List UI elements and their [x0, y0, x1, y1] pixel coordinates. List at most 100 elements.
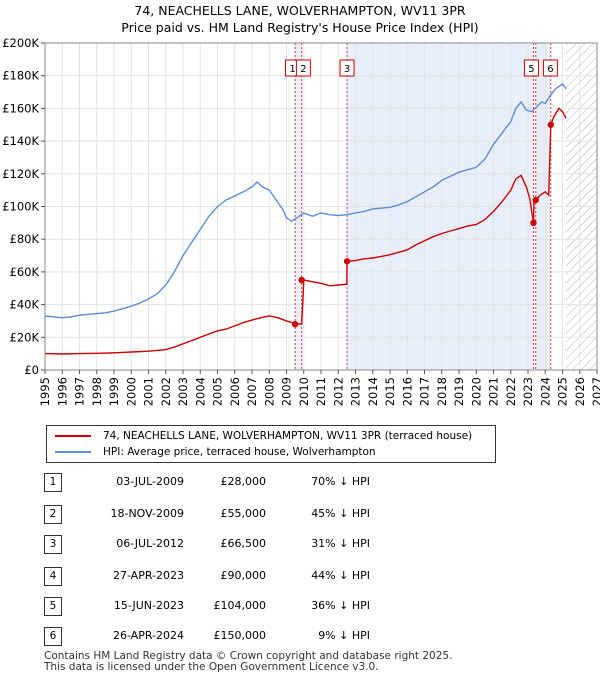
- row-number: 1: [44, 473, 62, 492]
- x-tick-label: 2002: [159, 377, 173, 406]
- x-tick-label: 2010: [297, 377, 311, 406]
- row-hpi: 44% ↓ HPI: [311, 569, 370, 582]
- row-number: 6: [44, 627, 62, 646]
- legend-label-price: 74, NEACHELLS LANE, WOLVERHAMPTON, WV11 …: [103, 430, 473, 442]
- footer-license: This data is licensed under the Open Gov…: [44, 661, 379, 673]
- x-tick-label: 1998: [90, 377, 104, 406]
- x-tick-label: 2005: [211, 377, 225, 406]
- marker-box: [295, 59, 311, 77]
- x-tick-label: 2011: [314, 377, 328, 406]
- y-tick-label: £20K: [10, 330, 40, 344]
- legend: 74, NEACHELLS LANE, WOLVERHAMPTON, WV11 …: [46, 425, 496, 463]
- row-hpi: 70% ↓ HPI: [311, 475, 370, 488]
- x-tick-label: 2009: [280, 377, 294, 406]
- legend-label-hpi: HPI: Average price, terraced house, Wolv…: [103, 446, 376, 458]
- row-price: £55,000: [220, 507, 267, 520]
- x-tick-label: 2027: [590, 377, 600, 406]
- sale-point: [343, 258, 351, 265]
- title-line-2: Price paid vs. HM Land Registry's House …: [121, 20, 479, 35]
- y-tick-label: £120K: [2, 167, 39, 181]
- x-tick-label: 2015: [383, 377, 397, 406]
- x-tick-label: 2013: [349, 377, 363, 406]
- y-tick-label: £140K: [2, 134, 39, 148]
- y-tick-label: £40K: [10, 298, 40, 312]
- x-tick-label: 2008: [262, 377, 276, 406]
- row-number: 5: [44, 597, 62, 616]
- row-date: 27-APR-2023: [112, 569, 184, 582]
- x-tick-label: 2019: [452, 377, 466, 406]
- row-date: 06-JUL-2012: [116, 537, 184, 550]
- x-tick-label: 2003: [176, 377, 190, 406]
- row-date: 03-JUL-2009: [116, 475, 184, 488]
- sale-point: [547, 121, 554, 128]
- y-tick-label: £60K: [10, 265, 40, 279]
- marker-box: [523, 59, 539, 77]
- legend-item-price: 74, NEACHELLS LANE, WOLVERHAMPTON, WV11 …: [55, 428, 472, 444]
- row-price: £150,000: [213, 629, 267, 642]
- y-tick-label: £0: [24, 363, 39, 377]
- y-tick-label: £160K: [2, 101, 39, 115]
- x-tick-label: 2017: [418, 377, 432, 406]
- y-tick-label: £180K: [2, 69, 39, 83]
- marker-box-label: 6: [547, 64, 553, 75]
- x-tick-label: 2025: [556, 377, 570, 406]
- marker-box-label: 2: [300, 64, 306, 75]
- row-price: £28,000: [220, 475, 267, 488]
- price-paid-line: [45, 107, 567, 355]
- row-date: 26-APR-2024: [112, 629, 184, 642]
- x-tick-label: 2023: [521, 377, 535, 406]
- x-tick-label: 2024: [538, 377, 552, 406]
- sale-point: [532, 196, 539, 204]
- row-date: 15-JUN-2023: [113, 599, 184, 612]
- x-tick-label: 2007: [245, 377, 259, 406]
- x-tick-label: 2004: [193, 377, 207, 406]
- marker-box-label: 3: [344, 64, 350, 75]
- table-row: 6 26-APR-2024 £150,000 9% ↓ HPI: [44, 626, 564, 646]
- sale-point: [298, 276, 305, 284]
- marker-box-label: 1: [289, 64, 295, 75]
- marker-box: [542, 59, 558, 77]
- x-tick-label: 2012: [331, 377, 345, 406]
- sale-point: [291, 321, 299, 328]
- chart-title: 74, NEACHELLS LANE, WOLVERHAMPTON, WV11 …: [0, 2, 600, 36]
- table-row: 3 06-JUL-2012 £66,500 31% ↓ HPI: [44, 534, 564, 554]
- table-row: 5 15-JUN-2023 £104,000 36% ↓ HPI: [44, 596, 564, 616]
- x-tick-label: 1995: [38, 377, 52, 406]
- sale-point: [530, 219, 537, 227]
- price-chart: 1 2 3 5 6 £0 £20K £40K £60K £80K £100K £120K £140K £1…: [2, 36, 600, 406]
- row-number: 3: [44, 535, 62, 554]
- row-hpi: 36% ↓ HPI: [311, 599, 370, 612]
- legend-item-hpi: HPI: Average price, terraced house, Wolv…: [55, 444, 376, 460]
- x-tick-label: 2026: [573, 377, 587, 406]
- title-line-1: 74, NEACHELLS LANE, WOLVERHAMPTON, WV11 …: [134, 3, 466, 18]
- x-tick-label: 2014: [366, 377, 380, 406]
- y-tick-label: £100K: [2, 200, 39, 214]
- row-number: 4: [44, 567, 62, 586]
- table-row: 1 03-JUL-2009 £28,000 70% ↓ HPI: [44, 472, 564, 492]
- row-hpi: 31% ↓ HPI: [311, 537, 370, 550]
- table-row: 2 18-NOV-2009 £55,000 45% ↓ HPI: [44, 504, 564, 524]
- legend-swatch-hpi: [55, 451, 91, 453]
- x-tick-label: 2001: [142, 377, 156, 406]
- row-number: 2: [44, 505, 62, 524]
- x-tick-label: 2020: [469, 377, 483, 406]
- x-tick-label: 2018: [435, 377, 449, 406]
- row-price: £66,500: [220, 537, 267, 550]
- row-price: £104,000: [213, 599, 267, 612]
- x-tick-label: 2021: [487, 377, 501, 406]
- footer-copyright: Contains HM Land Registry data © Crown c…: [44, 650, 453, 662]
- y-tick-label: £200K: [2, 36, 39, 50]
- legend-swatch-price: [55, 435, 91, 437]
- x-tick-label: 1997: [73, 377, 87, 406]
- x-tick-label: 2000: [124, 377, 138, 406]
- row-date: 18-NOV-2009: [110, 507, 184, 520]
- y-tick-label: £80K: [10, 232, 40, 246]
- hpi-line: [45, 82, 567, 319]
- marker-box-label: 5: [528, 64, 534, 75]
- row-hpi: 45% ↓ HPI: [311, 507, 370, 520]
- row-price: £90,000: [220, 569, 267, 582]
- table-row: 4 27-APR-2023 £90,000 44% ↓ HPI: [44, 566, 564, 586]
- x-tick-label: 2022: [504, 377, 518, 406]
- x-tick-label: 2016: [400, 377, 414, 406]
- x-tick-label: 1996: [55, 377, 69, 406]
